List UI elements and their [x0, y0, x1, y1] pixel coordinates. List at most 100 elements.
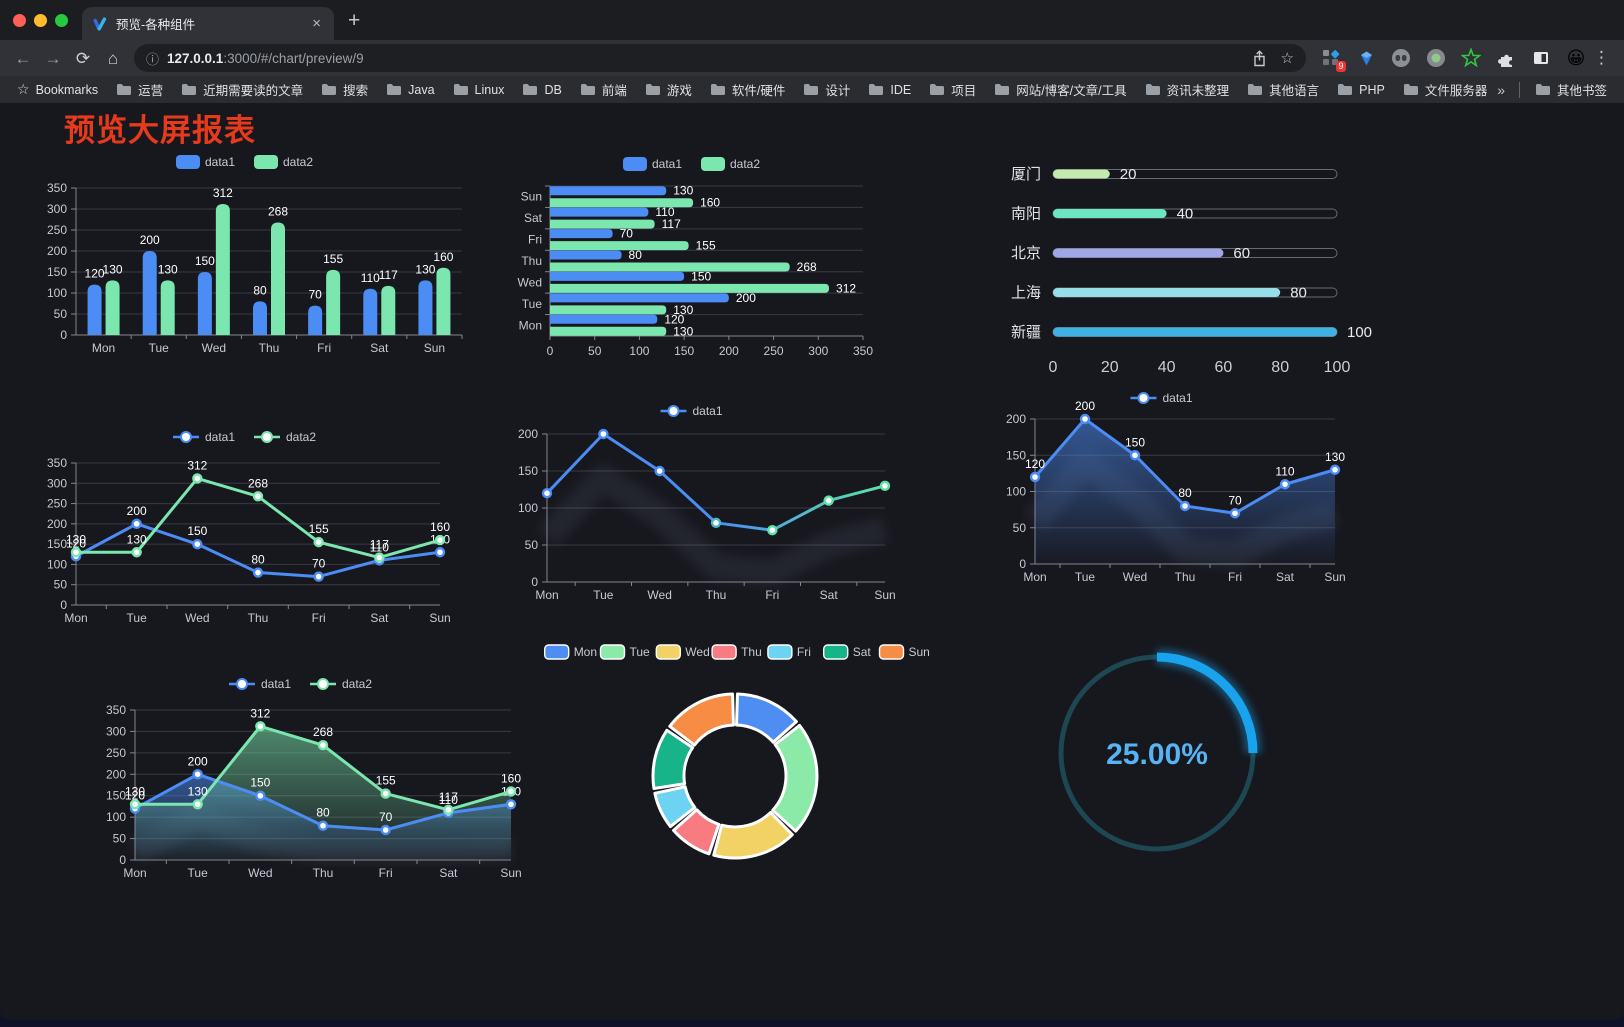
svg-text:200: 200	[1006, 412, 1026, 426]
svg-text:80: 80	[253, 283, 267, 297]
folder-icon	[995, 84, 1010, 95]
svg-text:150: 150	[1006, 448, 1026, 462]
svg-text:200: 200	[140, 233, 160, 247]
folder-icon	[523, 84, 538, 95]
svg-text:60: 60	[1215, 359, 1233, 376]
svg-text:130: 130	[158, 262, 178, 276]
green-star-extension-icon[interactable]	[1460, 47, 1482, 69]
svg-text:Mon: Mon	[123, 866, 146, 880]
svg-text:Sat: Sat	[853, 645, 872, 659]
bookmarks-root[interactable]: ☆ Bookmarks	[10, 79, 105, 100]
svg-text:Wed: Wed	[518, 275, 542, 289]
folder-icon	[645, 84, 660, 95]
profile-avatar[interactable]: 😀	[1566, 47, 1586, 68]
svg-text:100: 100	[1347, 324, 1372, 341]
svg-text:0: 0	[1049, 359, 1058, 376]
new-tab-button[interactable]: +	[348, 8, 361, 32]
reload-icon[interactable]: ⟳	[75, 48, 91, 68]
extensions-puzzle-icon[interactable]	[1495, 47, 1517, 69]
svg-text:50: 50	[525, 538, 539, 552]
svg-text:Thu: Thu	[1175, 570, 1196, 584]
folder-icon	[387, 84, 402, 95]
svg-text:Mon: Mon	[92, 341, 115, 355]
single-area-chart: 0 50 100 150 200 Mon Tue Wed Thu Fri Sat Sun 120 200 1…	[995, 385, 1347, 590]
svg-text:120: 120	[125, 789, 145, 803]
sidebar-extension-icon[interactable]	[1530, 47, 1552, 69]
svg-text:117: 117	[370, 538, 389, 552]
bookmark-folder[interactable]: 软件/硬件	[703, 78, 792, 101]
svg-text:data2: data2	[283, 155, 313, 169]
menu-dots-icon[interactable]: ⋮	[1593, 48, 1610, 67]
svg-text:110: 110	[655, 205, 674, 219]
folder-icon	[580, 84, 595, 95]
close-window-button[interactable]	[13, 13, 26, 27]
bookmark-folder[interactable]: Java	[379, 81, 441, 99]
svg-text:data1: data1	[652, 157, 682, 171]
bookmark-folder[interactable]: 资讯未整理	[1138, 78, 1237, 101]
browser-tab[interactable]: 预览-各种组件 ×	[82, 7, 334, 40]
bookmark-label: 近期需要读的文章	[203, 84, 304, 98]
bookmark-folder[interactable]: DB	[515, 81, 568, 99]
svg-text:data2: data2	[286, 430, 316, 444]
bookmark-folder[interactable]: 网站/博客/文章/工具	[987, 78, 1133, 101]
bookmark-folder[interactable]: 运营	[109, 78, 170, 101]
bookmark-folder[interactable]: IDE	[861, 81, 918, 99]
bookmark-folder[interactable]: 前端	[573, 78, 634, 101]
tab-close-icon[interactable]: ×	[312, 15, 321, 32]
zoom-window-button[interactable]	[55, 13, 68, 27]
svg-text:0: 0	[60, 598, 67, 612]
tampermonkey-extension-icon[interactable]	[1390, 47, 1412, 69]
other-bookmarks[interactable]: 其他书签	[1528, 78, 1614, 101]
site-info-icon[interactable]: ⓘ	[146, 51, 160, 67]
gradient-line-chart: 0 50 100 150 200 Mon Tue Wed Thu Fri Sat Sun data1	[505, 396, 897, 608]
dashboard-panel: 预览大屏报表 0 50 100 150 200 250 300 350 Mon Tue Wed Thu…	[0, 103, 1624, 1020]
bookmark-folder[interactable]: PHP	[1330, 81, 1392, 99]
svg-text:Sun: Sun	[521, 190, 542, 204]
svg-text:Fri: Fri	[312, 611, 326, 625]
svg-text:130: 130	[188, 784, 208, 798]
svg-text:350: 350	[106, 703, 126, 717]
svg-text:150: 150	[691, 269, 711, 283]
address-bar[interactable]: ⓘ 127.0.0.1:3000/#/chart/preview/9 ☆	[134, 44, 1306, 72]
svg-text:200: 200	[127, 504, 147, 518]
svg-text:150: 150	[187, 524, 207, 538]
bookmark-folder[interactable]: 文件服务器	[1396, 78, 1487, 101]
svg-text:0: 0	[531, 575, 538, 589]
svg-text:Sat: Sat	[1276, 570, 1295, 584]
svg-text:100: 100	[106, 810, 126, 824]
bookmark-label: 资讯未整理	[1166, 84, 1230, 98]
bookmark-folder[interactable]: 其他语言	[1240, 78, 1326, 101]
svg-text:350: 350	[853, 344, 873, 358]
svg-text:Tue: Tue	[593, 588, 614, 602]
svg-text:Fri: Fri	[1228, 570, 1242, 584]
svg-text:70: 70	[379, 810, 393, 824]
gem-extension-icon[interactable]	[1355, 47, 1377, 69]
svg-text:117: 117	[379, 268, 398, 282]
bookmark-folder[interactable]: Linux	[446, 81, 512, 99]
bookmark-folder[interactable]: 项目	[922, 78, 983, 101]
svg-text:Fri: Fri	[765, 588, 779, 602]
home-icon[interactable]: ⌂	[107, 48, 119, 68]
bookmarks-root-label: Bookmarks	[35, 82, 99, 97]
svg-text:Wed: Wed	[647, 588, 671, 602]
bookmark-star-icon[interactable]: ☆	[1280, 50, 1294, 67]
svg-text:120: 120	[85, 267, 105, 281]
svg-text:Mon: Mon	[519, 318, 542, 332]
bookmark-folder[interactable]: 设计	[796, 78, 857, 101]
bookmark-folder[interactable]: 游戏	[638, 78, 699, 101]
svg-text:40: 40	[1177, 206, 1194, 223]
back-icon[interactable]: ←	[14, 48, 32, 68]
forward-icon[interactable]: →	[44, 48, 62, 68]
bookmark-folder[interactable]: 近期需要读的文章	[174, 78, 310, 101]
minimize-window-button[interactable]	[34, 13, 47, 27]
svg-text:70: 70	[312, 557, 326, 571]
session-manager-extension-icon[interactable]: 9	[1320, 47, 1346, 72]
svg-text:data1: data1	[261, 677, 291, 691]
bookmarks-overflow-chevron[interactable]: »	[1497, 81, 1505, 98]
svg-text:100: 100	[518, 501, 538, 515]
bookmark-folder[interactable]: 搜索	[314, 78, 375, 101]
recorder-extension-icon[interactable]	[1425, 47, 1447, 69]
share-icon[interactable]	[1252, 49, 1267, 67]
folder-icon	[182, 84, 197, 95]
folder-icon	[1535, 84, 1550, 95]
